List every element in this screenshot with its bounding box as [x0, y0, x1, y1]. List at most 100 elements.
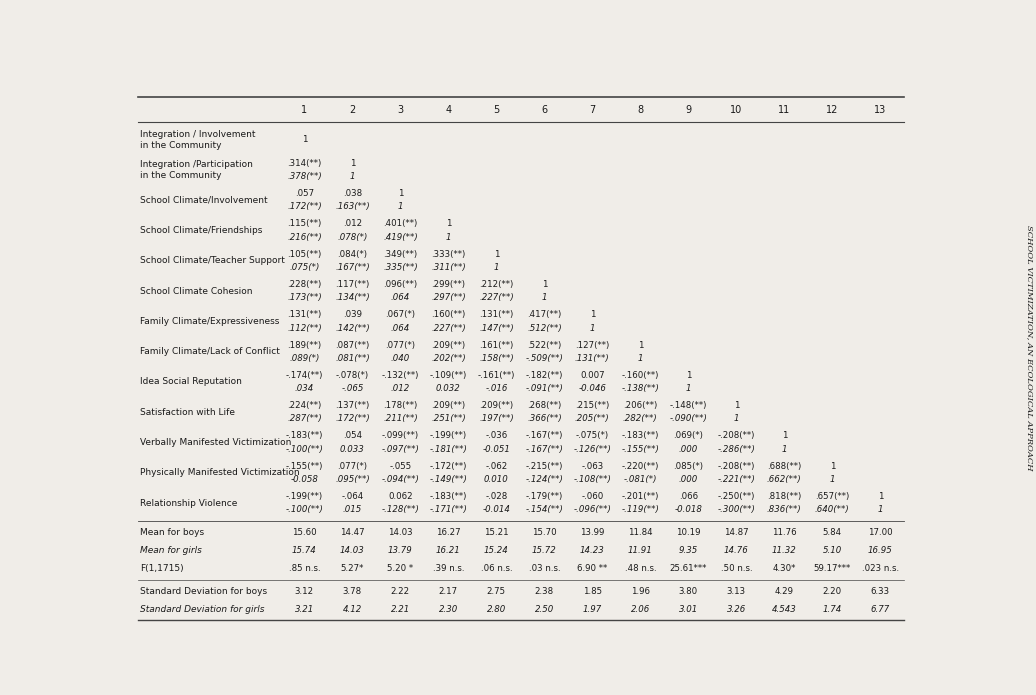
Text: .335(**): .335(**): [383, 263, 418, 272]
Text: .161(**): .161(**): [480, 341, 514, 350]
Text: Physically Manifested Victimization: Physically Manifested Victimization: [140, 468, 299, 477]
Text: .054: .054: [343, 432, 362, 441]
Text: 0.007: 0.007: [580, 371, 605, 380]
Text: -.174(**): -.174(**): [286, 371, 323, 380]
Text: 2.50: 2.50: [535, 605, 554, 614]
Text: 2.75: 2.75: [487, 587, 506, 596]
Text: 13.79: 13.79: [388, 546, 412, 555]
Text: 8: 8: [637, 105, 643, 115]
Text: 2.80: 2.80: [487, 605, 506, 614]
Text: .163(**): .163(**): [335, 202, 370, 211]
Text: -.055: -.055: [390, 461, 411, 471]
Text: -.148(**): -.148(**): [669, 401, 707, 410]
Text: .160(**): .160(**): [431, 310, 465, 319]
Text: 0.032: 0.032: [436, 384, 461, 393]
Text: -.097(**): -.097(**): [381, 445, 420, 454]
Text: .040: .040: [391, 354, 410, 363]
Text: 1: 1: [830, 475, 835, 484]
Text: .023 n.s.: .023 n.s.: [862, 564, 899, 573]
Text: .015: .015: [343, 505, 362, 514]
Text: .064: .064: [391, 293, 410, 302]
Text: .064: .064: [391, 324, 410, 333]
Text: .205(**): .205(**): [575, 414, 610, 423]
Text: .112(**): .112(**): [287, 324, 322, 333]
Text: .066: .066: [679, 492, 698, 501]
Text: .224(**): .224(**): [287, 401, 321, 410]
Text: .131(**): .131(**): [287, 310, 321, 319]
Text: .366(**): .366(**): [527, 414, 562, 423]
Text: -.119(**): -.119(**): [622, 505, 659, 514]
Text: -.199(**): -.199(**): [286, 492, 323, 501]
Text: Satisfaction with Life: Satisfaction with Life: [140, 408, 235, 417]
Text: -.154(**): -.154(**): [525, 505, 564, 514]
Text: .06 n.s.: .06 n.s.: [481, 564, 512, 573]
Text: 5.84: 5.84: [823, 528, 842, 537]
Text: .012: .012: [343, 220, 362, 229]
Text: .211(**): .211(**): [383, 414, 418, 423]
Text: .268(**): .268(**): [527, 401, 562, 410]
Text: Mean for girls: Mean for girls: [140, 546, 202, 555]
Text: 14.47: 14.47: [340, 528, 365, 537]
Text: -.183(**): -.183(**): [430, 492, 467, 501]
Text: 1: 1: [637, 354, 643, 363]
Text: .167(**): .167(**): [335, 263, 370, 272]
Text: 4: 4: [445, 105, 452, 115]
Text: 1: 1: [542, 280, 547, 289]
Text: Family Climate/Expressiveness: Family Climate/Expressiveness: [140, 317, 280, 326]
Text: 11.76: 11.76: [772, 528, 797, 537]
Text: .50 n.s.: .50 n.s.: [720, 564, 752, 573]
Text: -.128(**): -.128(**): [381, 505, 420, 514]
Text: .85 n.s.: .85 n.s.: [289, 564, 320, 573]
Text: Relationship Violence: Relationship Violence: [140, 498, 237, 507]
Text: .662(**): .662(**): [767, 475, 802, 484]
Text: .206(**): .206(**): [624, 401, 658, 410]
Text: 6.77: 6.77: [870, 605, 890, 614]
Text: .000: .000: [679, 475, 698, 484]
Text: 1.85: 1.85: [583, 587, 602, 596]
Text: -.065: -.065: [341, 384, 364, 393]
Text: .105(**): .105(**): [287, 250, 321, 259]
Text: .084(*): .084(*): [338, 250, 368, 259]
Text: -.181(**): -.181(**): [430, 445, 467, 454]
Text: .419(**): .419(**): [383, 233, 418, 242]
Text: -.286(**): -.286(**): [717, 445, 755, 454]
Text: 1: 1: [830, 461, 835, 471]
Text: 10: 10: [730, 105, 743, 115]
Text: -.028: -.028: [485, 492, 508, 501]
Text: 17.00: 17.00: [868, 528, 893, 537]
Text: 1: 1: [445, 220, 451, 229]
Text: .077(*): .077(*): [385, 341, 415, 350]
Text: 1: 1: [781, 445, 787, 454]
Text: -.100(**): -.100(**): [286, 505, 323, 514]
Text: 1: 1: [589, 310, 595, 319]
Text: 1: 1: [877, 492, 883, 501]
Text: -.075(*): -.075(*): [576, 432, 609, 441]
Text: 0.010: 0.010: [484, 475, 509, 484]
Text: -.109(**): -.109(**): [430, 371, 467, 380]
Text: 11: 11: [778, 105, 790, 115]
Text: .216(**): .216(**): [287, 233, 322, 242]
Text: 9.35: 9.35: [679, 546, 698, 555]
Text: .034: .034: [295, 384, 314, 393]
Text: 2.06: 2.06: [631, 605, 650, 614]
Text: 2.22: 2.22: [391, 587, 410, 596]
Text: 1: 1: [493, 250, 499, 259]
Text: .215(**): .215(**): [575, 401, 609, 410]
Text: -.138(**): -.138(**): [622, 384, 659, 393]
Text: 11.91: 11.91: [628, 546, 653, 555]
Text: .081(**): .081(**): [335, 354, 370, 363]
Text: -.060: -.060: [581, 492, 604, 501]
Text: Mean for boys: Mean for boys: [140, 528, 204, 537]
Text: -.078(*): -.078(*): [336, 371, 369, 380]
Text: -0.046: -0.046: [578, 384, 606, 393]
Text: .134(**): .134(**): [335, 293, 370, 302]
Text: .417(**): .417(**): [527, 310, 562, 319]
Text: .173(**): .173(**): [287, 293, 322, 302]
Text: .078(*): .078(*): [338, 233, 368, 242]
Text: 15.24: 15.24: [484, 546, 509, 555]
Text: -.063: -.063: [581, 461, 604, 471]
Text: .688(**): .688(**): [768, 461, 802, 471]
Text: .297(**): .297(**): [431, 293, 466, 302]
Text: -.016: -.016: [485, 384, 508, 393]
Text: .287(**): .287(**): [287, 414, 322, 423]
